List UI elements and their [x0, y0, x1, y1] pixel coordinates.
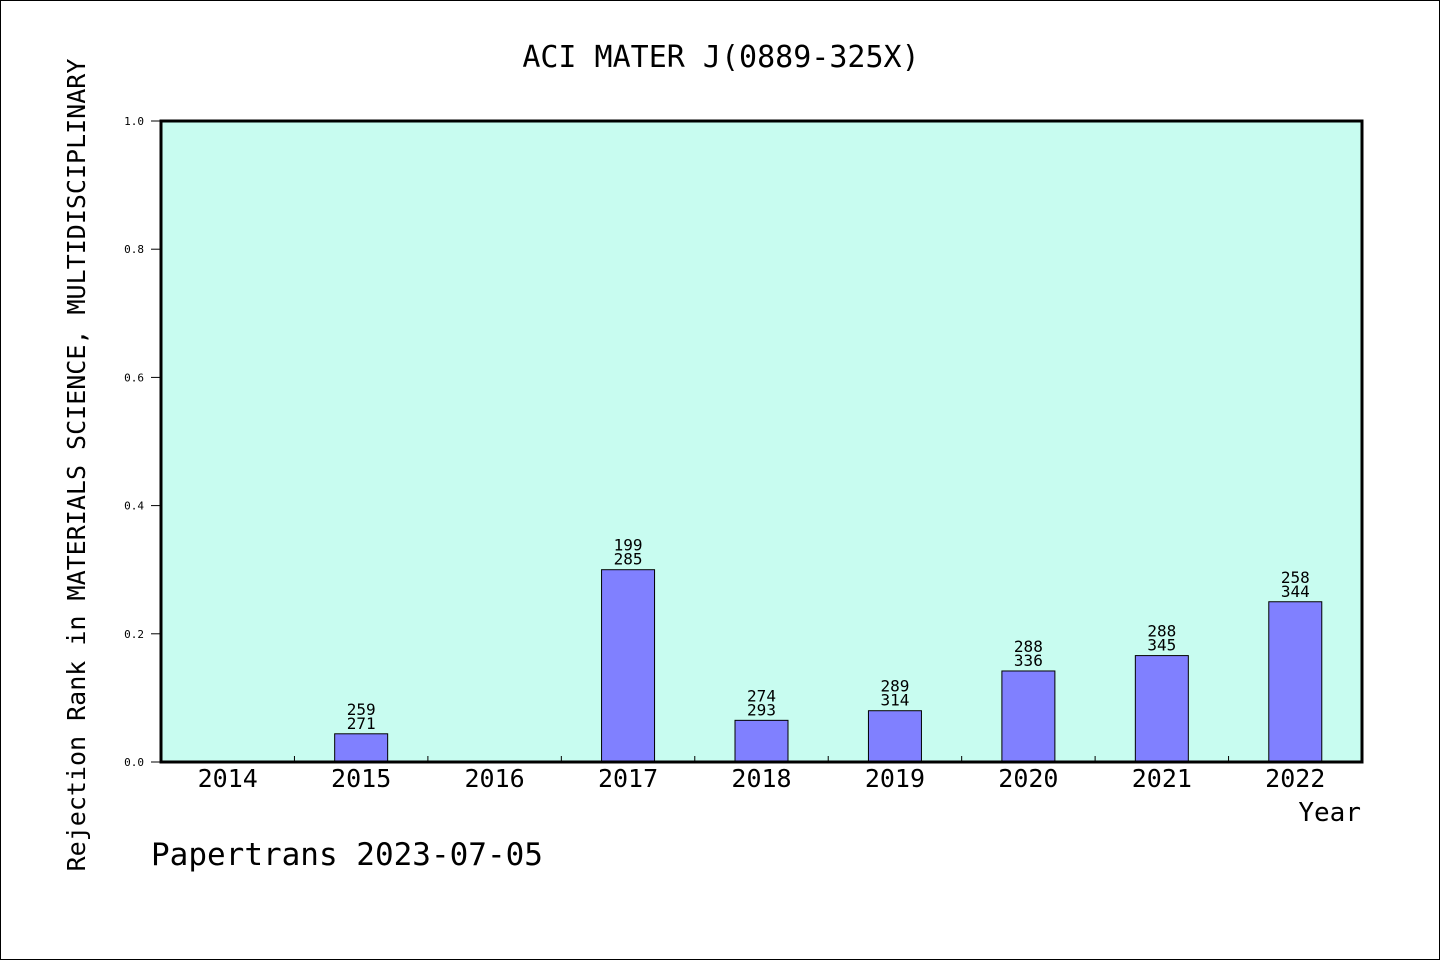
y-tick-label: 0.8 — [124, 243, 144, 256]
x-tick-label: 2018 — [731, 764, 791, 793]
bar — [867, 710, 922, 763]
x-tick-label: 2019 — [865, 764, 925, 793]
y-tick-label: 1.0 — [124, 115, 144, 128]
x-axis-label: Year — [1298, 798, 1361, 828]
bar-label-top: 258 — [1281, 568, 1310, 587]
bar — [601, 569, 656, 763]
bar-label-bottom: 345 — [1147, 636, 1176, 655]
bar — [334, 733, 389, 763]
x-tick-label: 2020 — [998, 764, 1058, 793]
bar-labels-group: 2592711992852742932893142883362883452583… — [347, 536, 1310, 733]
bar-label-bottom: 271 — [347, 714, 376, 733]
bar-label-top: 288 — [1014, 637, 1043, 656]
footer-credit: Papertrans 2023-07-05 — [151, 837, 543, 873]
bar-label-bottom: 285 — [614, 550, 643, 569]
bar-label-top: 274 — [747, 686, 776, 705]
x-tick-label: 2016 — [465, 764, 525, 793]
bar — [1134, 655, 1189, 763]
bar-label-bottom: 293 — [747, 700, 776, 719]
bar-label-bottom: 336 — [1014, 651, 1043, 670]
bar-label-top: 259 — [347, 700, 376, 719]
bar — [734, 719, 789, 763]
x-axis: 2014 2015 2016 2017 2018 2019 2020 2021 2022 — [198, 756, 1325, 793]
x-tick-label: 2014 — [198, 764, 258, 793]
chart-title: ACI MATER J(0889-325X) — [522, 40, 919, 75]
bars-group — [334, 569, 1323, 763]
plot-border — [159, 119, 1364, 764]
y-axis-label: Rejection Rank in MATERIALS SCIENCE, MUL… — [62, 59, 91, 872]
bar-label-top: 289 — [880, 677, 909, 696]
x-tick-label: 2015 — [331, 764, 391, 793]
y-tick-label: 0.0 — [124, 756, 144, 769]
bar — [1268, 601, 1323, 763]
y-tick-label: 0.4 — [124, 500, 144, 513]
y-tick-label: 0.2 — [124, 628, 144, 641]
bar-label-bottom: 344 — [1281, 582, 1310, 601]
bar — [1001, 670, 1056, 763]
bar-label-top: 288 — [1147, 622, 1176, 641]
x-tick-label: 2021 — [1132, 764, 1192, 793]
x-tick-label: 2017 — [598, 764, 658, 793]
bar-label-bottom: 314 — [880, 691, 909, 710]
x-tick-label: 2022 — [1265, 764, 1325, 793]
bar-label-top: 199 — [614, 536, 643, 555]
y-axis: 0.0 0.2 0.4 0.6 0.8 1.0 — [124, 115, 161, 769]
y-tick-label: 0.6 — [124, 371, 144, 384]
